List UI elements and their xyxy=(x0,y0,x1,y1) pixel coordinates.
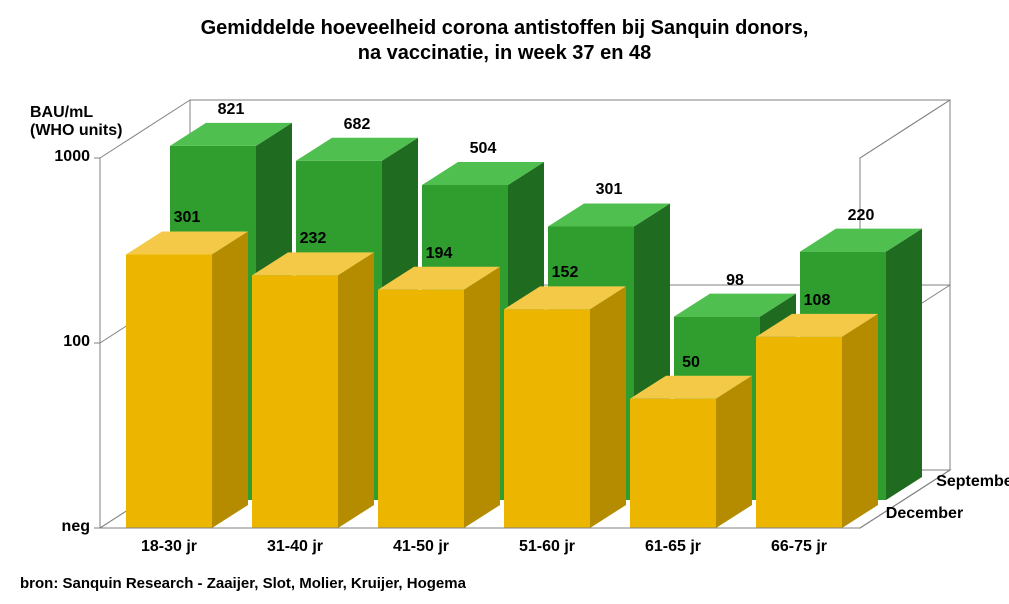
bar-value-label: 108 xyxy=(804,292,831,310)
bar-december-4 xyxy=(630,376,752,528)
bar-december-5 xyxy=(756,314,878,528)
y-tick-label: 1000 xyxy=(30,148,90,166)
bar-value-label: 682 xyxy=(344,116,371,134)
bar-december-0 xyxy=(126,231,248,528)
category-label: 18-30 jr xyxy=(114,538,224,556)
series-label-december: December xyxy=(886,505,963,523)
bar-value-label: 50 xyxy=(682,354,700,372)
category-label: 61-65 jr xyxy=(618,538,728,556)
bar-value-label: 301 xyxy=(174,209,201,227)
bar-december-3 xyxy=(504,286,626,528)
plot-area xyxy=(0,0,1009,604)
category-label: 31-40 jr xyxy=(240,538,350,556)
bar-value-label: 301 xyxy=(596,181,623,199)
category-label: 41-50 jr xyxy=(366,538,476,556)
bar-value-label: 152 xyxy=(552,264,579,282)
bar-value-label: 232 xyxy=(300,230,327,248)
chart-container: Gemiddelde hoeveelheid corona antistoffe… xyxy=(0,0,1009,604)
y-tick-label: 100 xyxy=(30,333,90,351)
category-label: 51-60 jr xyxy=(492,538,602,556)
source-label: bron: Sanquin Research - Zaaijer, Slot, … xyxy=(20,575,466,592)
series-label-september: September xyxy=(936,473,1009,491)
category-label: 66-75 jr xyxy=(744,538,854,556)
bar-december-2 xyxy=(378,267,500,528)
bar-value-label: 821 xyxy=(218,101,245,119)
bar-value-label: 194 xyxy=(426,245,453,263)
bar-december-1 xyxy=(252,252,374,528)
y-tick-label: neg xyxy=(30,518,90,536)
bar-value-label: 504 xyxy=(470,140,497,158)
bar-value-label: 220 xyxy=(848,207,875,225)
bar-value-label: 98 xyxy=(726,272,744,290)
